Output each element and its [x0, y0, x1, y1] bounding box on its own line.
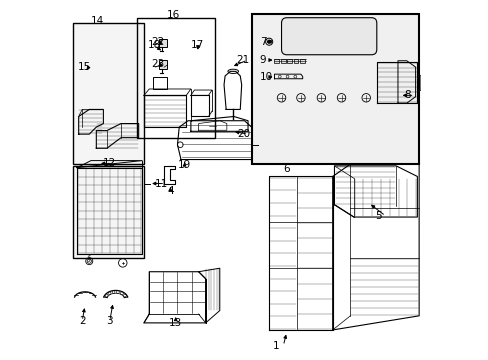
Bar: [73, 166, 143, 258]
Text: 13: 13: [169, 318, 182, 328]
Bar: [159, 39, 166, 47]
Text: 21: 21: [236, 55, 249, 65]
Bar: [137, 18, 214, 138]
Bar: [190, 95, 208, 117]
Text: 14: 14: [90, 15, 103, 26]
Text: 16: 16: [166, 10, 180, 20]
Text: 15: 15: [78, 62, 91, 72]
Text: 11: 11: [154, 179, 167, 189]
Text: 22: 22: [151, 37, 164, 48]
Text: 18: 18: [147, 40, 161, 50]
Text: 5: 5: [374, 211, 381, 221]
Text: 6: 6: [283, 165, 289, 174]
Bar: [152, 77, 166, 89]
FancyBboxPatch shape: [281, 18, 376, 55]
Bar: [143, 95, 186, 127]
Bar: [73, 23, 143, 164]
Text: 1: 1: [272, 341, 279, 351]
Text: 17: 17: [191, 40, 204, 50]
Bar: [274, 59, 279, 63]
Text: 4: 4: [167, 186, 173, 196]
Bar: [159, 60, 166, 69]
Text: 19: 19: [178, 160, 191, 170]
Text: 20: 20: [237, 129, 250, 139]
Text: 10: 10: [259, 72, 272, 82]
Text: 9: 9: [259, 55, 266, 65]
Text: 2: 2: [79, 316, 85, 326]
Text: 7: 7: [259, 37, 266, 47]
Text: 12: 12: [102, 158, 116, 168]
Bar: [299, 59, 304, 63]
Text: 8: 8: [403, 90, 410, 100]
Text: 3: 3: [106, 316, 113, 326]
Circle shape: [267, 40, 270, 44]
Bar: [293, 59, 298, 63]
Bar: [251, 14, 418, 164]
Bar: [286, 59, 291, 63]
Text: 23: 23: [151, 59, 164, 69]
Bar: [280, 59, 285, 63]
